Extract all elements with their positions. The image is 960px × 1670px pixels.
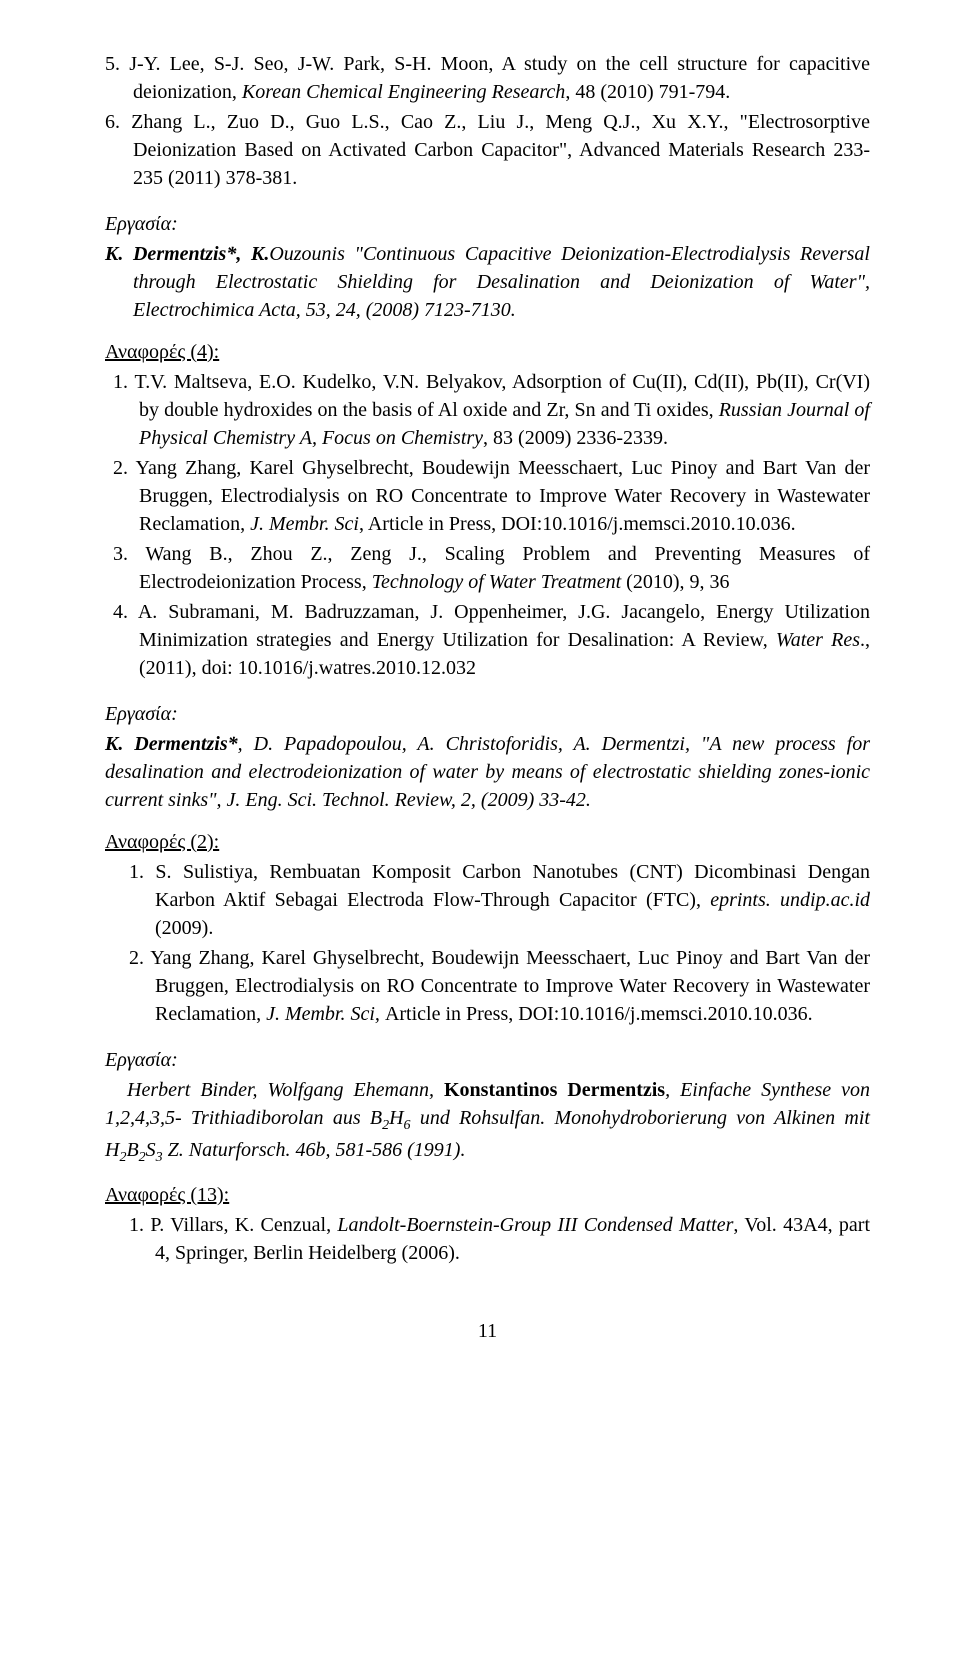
ref-item: 6. Zhang L., Zuo D., Guo L.S., Cao Z., L… xyxy=(105,108,870,192)
top-continuing-references: 5. J-Y. Lee, S-J. Seo, J-W. Park, S-H. M… xyxy=(105,50,870,192)
ref-num: 1. xyxy=(129,1214,144,1236)
sub: 2 xyxy=(139,1150,146,1165)
ref-item: 1. S. Sulistiya, Rembuatan Komposit Carb… xyxy=(105,858,870,942)
ref-italic: Korean Chemical Engineering Research xyxy=(242,81,565,103)
t: H xyxy=(389,1107,403,1129)
work-author-bold: K. Dermentzis* xyxy=(105,733,238,755)
t: S xyxy=(146,1139,156,1161)
references-list: 1. S. Sulistiya, Rembuatan Komposit Carb… xyxy=(105,858,870,1028)
ref-num: 4. xyxy=(113,601,128,623)
ref-text: Zhang L., Zuo D., Guo L.S., Cao Z., Liu … xyxy=(131,111,870,189)
ref-post: , 83 (2009) 2336-2339. xyxy=(483,427,668,449)
ref-tail: , 48 (2010) 791-794. xyxy=(565,81,730,103)
ref-item: 4. A. Subramani, M. Badruzzaman, J. Oppe… xyxy=(105,598,870,682)
references-list: 1. T.V. Maltseva, E.O. Kudelko, V.N. Bel… xyxy=(105,368,870,682)
ref-item: 1. P. Villars, K. Cenzual, Landolt-Boern… xyxy=(105,1211,870,1267)
ref-num: 3. xyxy=(113,543,128,565)
work-label: Εργασία: xyxy=(105,1046,870,1074)
ref-post: , Article in Press, DOI:10.1016/j.memsci… xyxy=(359,513,796,535)
work-author-bold: Konstantinos Dermentzis xyxy=(444,1079,665,1101)
page-number: 11 xyxy=(105,1317,870,1345)
ref-item: 1. T.V. Maltseva, E.O. Kudelko, V.N. Bel… xyxy=(105,368,870,452)
references-label: Αναφορές (4): xyxy=(105,338,870,366)
ref-post: Article in Press, DOI:10.1016/j.memsci.2… xyxy=(385,1003,813,1025)
t: B xyxy=(126,1139,138,1161)
work-label: Εργασία: xyxy=(105,700,870,728)
ref-item: 5. J-Y. Lee, S-J. Seo, J-W. Park, S-H. M… xyxy=(105,50,870,106)
work-body: K. Dermentzis*, D. Papadopoulou, A. Chri… xyxy=(105,730,870,814)
ref-pre: A. Subramani, M. Badruzzaman, J. Oppenhe… xyxy=(138,601,870,651)
ref-pre: P. Villars, K. Cenzual, xyxy=(150,1214,337,1236)
ref-post: (2009). xyxy=(155,917,213,939)
ref-item: 2. Yang Zhang, Karel Ghyselbrecht, Boude… xyxy=(105,454,870,538)
work-author-bold: K. Dermentzis*, K. xyxy=(105,243,269,265)
work-body: Herbert Binder, Wolfgang Ehemann, Konsta… xyxy=(105,1076,870,1167)
ref-num: 1. xyxy=(129,861,144,883)
sub: 3 xyxy=(156,1150,163,1165)
ref-ital: J. Membr. Sci, xyxy=(266,1003,385,1025)
ref-item: 2. Yang Zhang, Karel Ghyselbrecht, Boude… xyxy=(105,944,870,1028)
work-pre: Herbert Binder, Wolfgang Ehemann, xyxy=(127,1079,444,1101)
references-label: Αναφορές (13): xyxy=(105,1181,870,1209)
work-body: K. Dermentzis*, K.Ouzounis "Continuous C… xyxy=(105,240,870,324)
sub: 6 xyxy=(404,1118,411,1133)
references-label: Αναφορές (2): xyxy=(105,828,870,856)
ref-num: 2. xyxy=(113,457,128,479)
ref-ital: J. Membr. Sci xyxy=(250,513,359,535)
references-list: 1. P. Villars, K. Cenzual, Landolt-Boern… xyxy=(105,1211,870,1267)
ref-num: 1. xyxy=(113,371,128,393)
work-label: Εργασία: xyxy=(105,210,870,238)
ref-post: (2010), 9, 36 xyxy=(621,571,729,593)
ref-ital: eprints. undip.ac.id xyxy=(710,889,870,911)
ref-item: 3. Wang B., Zhou Z., Zeng J., Scaling Pr… xyxy=(105,540,870,596)
ref-num: 6. xyxy=(105,111,120,133)
ref-num: 5. xyxy=(105,53,120,75)
ref-ital: Technology of Water Treatment xyxy=(372,571,621,593)
ref-num: 2. xyxy=(129,947,144,969)
ref-ital: Landolt-Boernstein-Group III Condensed M… xyxy=(337,1214,733,1236)
t: Z. Naturforsch. 46b, 581-586 (1991). xyxy=(163,1139,466,1161)
ref-ital: Water Res xyxy=(776,629,860,651)
